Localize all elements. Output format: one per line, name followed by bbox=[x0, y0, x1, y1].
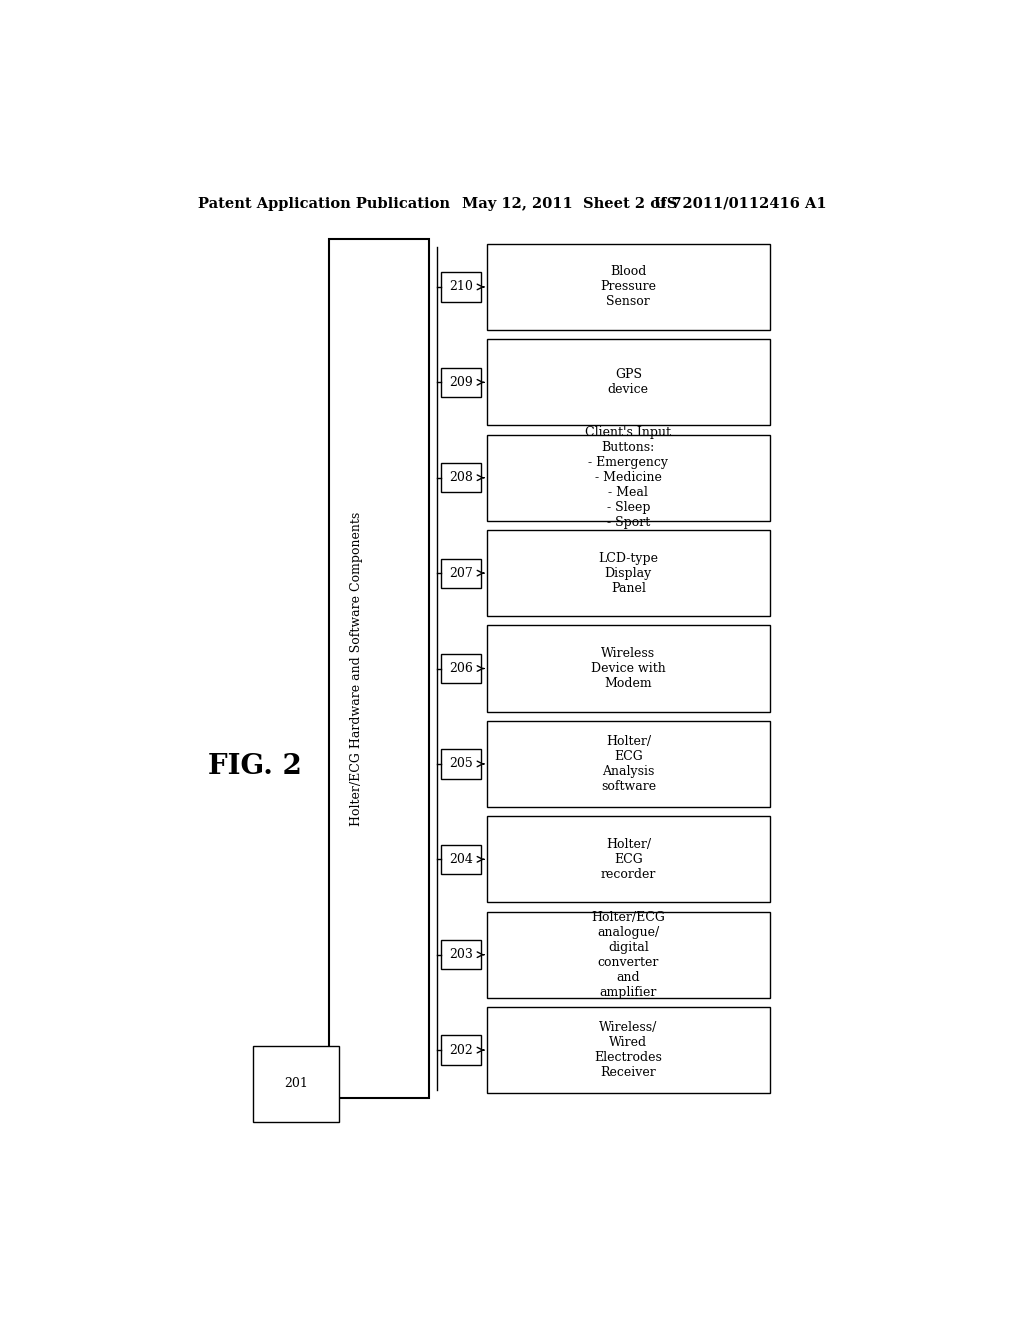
Text: 203: 203 bbox=[449, 948, 473, 961]
Bar bbox=[441, 272, 481, 301]
Text: Holter/ECG Hardware and Software Components: Holter/ECG Hardware and Software Compone… bbox=[349, 511, 362, 825]
Bar bbox=[487, 912, 770, 998]
Text: 204: 204 bbox=[449, 853, 473, 866]
Bar bbox=[487, 721, 770, 807]
Bar bbox=[441, 750, 481, 779]
Bar bbox=[330, 239, 429, 1098]
Text: Blood
Pressure
Sensor: Blood Pressure Sensor bbox=[600, 265, 656, 309]
Text: 201: 201 bbox=[285, 1077, 308, 1090]
Bar bbox=[487, 339, 770, 425]
Bar bbox=[441, 653, 481, 684]
Bar bbox=[441, 845, 481, 874]
Bar bbox=[487, 626, 770, 711]
Text: LCD-type
Display
Panel: LCD-type Display Panel bbox=[598, 552, 658, 594]
Bar bbox=[487, 1007, 770, 1093]
Text: Holter/
ECG
Analysis
software: Holter/ ECG Analysis software bbox=[601, 735, 656, 793]
Text: GPS
device: GPS device bbox=[608, 368, 649, 396]
Text: 206: 206 bbox=[449, 663, 473, 675]
Text: US 2011/0112416 A1: US 2011/0112416 A1 bbox=[654, 197, 826, 211]
Bar bbox=[487, 531, 770, 616]
Bar bbox=[487, 816, 770, 903]
Text: Client's Input
Buttons:
- Emergency
- Medicine
- Meal
- Sleep
- Sport: Client's Input Buttons: - Emergency - Me… bbox=[586, 426, 672, 529]
Bar bbox=[441, 1035, 481, 1065]
Bar bbox=[441, 368, 481, 397]
Text: 202: 202 bbox=[449, 1044, 473, 1056]
Text: Holter/
ECG
recorder: Holter/ ECG recorder bbox=[601, 838, 656, 880]
Text: Wireless/
Wired
Electrodes
Receiver: Wireless/ Wired Electrodes Receiver bbox=[594, 1022, 663, 1080]
Bar bbox=[441, 463, 481, 492]
Text: 209: 209 bbox=[449, 376, 473, 389]
Bar bbox=[441, 940, 481, 969]
Text: 210: 210 bbox=[449, 280, 473, 293]
Bar bbox=[441, 558, 481, 587]
Text: Wireless
Device with
Modem: Wireless Device with Modem bbox=[591, 647, 666, 690]
Text: 207: 207 bbox=[449, 566, 473, 579]
Text: FIG. 2: FIG. 2 bbox=[208, 754, 301, 780]
Text: Patent Application Publication: Patent Application Publication bbox=[199, 197, 451, 211]
Text: Holter/ECG
analogue/
digital
converter
and
amplifier: Holter/ECG analogue/ digital converter a… bbox=[592, 911, 666, 999]
Bar bbox=[487, 434, 770, 521]
Text: 205: 205 bbox=[449, 758, 473, 771]
Text: May 12, 2011  Sheet 2 of 7: May 12, 2011 Sheet 2 of 7 bbox=[462, 197, 681, 211]
Text: 208: 208 bbox=[449, 471, 473, 484]
Bar bbox=[487, 244, 770, 330]
